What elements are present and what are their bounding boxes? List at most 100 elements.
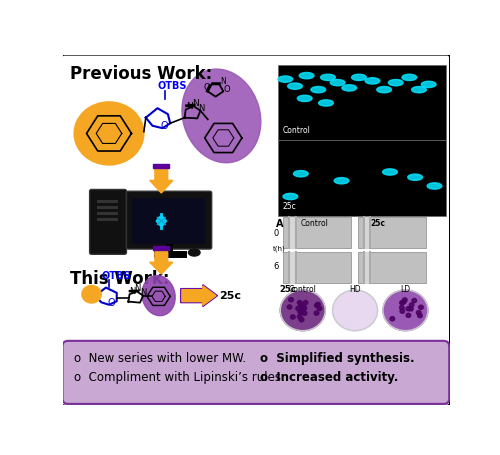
Circle shape — [418, 313, 422, 318]
Text: o  Compliment with Lipinski’s rules.: o Compliment with Lipinski’s rules. — [74, 371, 285, 384]
Ellipse shape — [142, 276, 175, 316]
Circle shape — [400, 305, 404, 310]
Text: This Work:: This Work: — [70, 270, 170, 288]
Circle shape — [416, 311, 421, 315]
FancyBboxPatch shape — [284, 252, 351, 283]
FancyArrow shape — [150, 169, 173, 193]
Circle shape — [296, 306, 300, 311]
Ellipse shape — [402, 74, 416, 81]
Circle shape — [303, 301, 308, 305]
Text: 25c: 25c — [218, 291, 240, 301]
Ellipse shape — [388, 80, 403, 86]
Polygon shape — [289, 252, 296, 283]
Circle shape — [332, 290, 378, 331]
Text: Control: Control — [301, 219, 328, 228]
Ellipse shape — [320, 74, 336, 81]
Circle shape — [302, 306, 306, 310]
Text: 0: 0 — [274, 229, 279, 238]
Text: N: N — [186, 102, 192, 111]
FancyBboxPatch shape — [90, 189, 126, 254]
Text: 25c: 25c — [282, 202, 296, 211]
Ellipse shape — [377, 86, 392, 93]
Bar — [153, 246, 170, 250]
Circle shape — [418, 305, 424, 309]
Ellipse shape — [182, 69, 261, 163]
Ellipse shape — [427, 183, 442, 189]
FancyBboxPatch shape — [284, 217, 351, 248]
Ellipse shape — [365, 78, 380, 84]
Circle shape — [302, 306, 306, 310]
Circle shape — [290, 315, 295, 319]
Ellipse shape — [288, 83, 302, 89]
FancyBboxPatch shape — [358, 217, 426, 248]
Text: OTBS: OTBS — [101, 271, 131, 281]
Text: 6: 6 — [274, 262, 279, 271]
Text: Control: Control — [282, 126, 310, 136]
Circle shape — [298, 314, 302, 319]
Circle shape — [300, 308, 304, 313]
Text: O: O — [107, 298, 114, 308]
Text: OTBS: OTBS — [158, 81, 187, 91]
Polygon shape — [364, 217, 370, 248]
Circle shape — [316, 302, 320, 307]
FancyBboxPatch shape — [96, 200, 118, 203]
Circle shape — [390, 317, 394, 321]
Ellipse shape — [188, 249, 200, 256]
Text: N: N — [140, 288, 146, 297]
Circle shape — [406, 313, 410, 318]
Ellipse shape — [311, 86, 326, 93]
Text: o  New series with lower MW.: o New series with lower MW. — [74, 352, 246, 365]
Text: N: N — [129, 287, 136, 296]
Circle shape — [400, 309, 404, 313]
Circle shape — [82, 285, 101, 303]
Circle shape — [410, 303, 414, 307]
FancyBboxPatch shape — [278, 141, 446, 216]
Circle shape — [298, 310, 303, 314]
Ellipse shape — [408, 174, 422, 180]
Circle shape — [402, 298, 407, 302]
Polygon shape — [289, 217, 296, 248]
Circle shape — [408, 307, 413, 311]
Circle shape — [383, 290, 428, 331]
Circle shape — [74, 102, 144, 165]
Ellipse shape — [412, 86, 426, 93]
Circle shape — [412, 298, 416, 303]
Text: 25c: 25c — [370, 219, 386, 228]
Ellipse shape — [330, 80, 345, 86]
Text: o  Simplified synthesis.: o Simplified synthesis. — [260, 352, 415, 365]
FancyBboxPatch shape — [96, 218, 118, 222]
Ellipse shape — [298, 95, 312, 101]
Text: N: N — [134, 284, 141, 293]
Text: Control: Control — [289, 285, 316, 294]
Ellipse shape — [283, 193, 298, 200]
Ellipse shape — [352, 74, 366, 81]
FancyArrow shape — [180, 285, 218, 307]
Circle shape — [317, 306, 322, 310]
Text: A: A — [276, 219, 283, 229]
FancyArrow shape — [150, 252, 173, 274]
Polygon shape — [156, 216, 166, 226]
Text: N: N — [192, 99, 198, 108]
Circle shape — [300, 307, 304, 311]
Text: 25c: 25c — [280, 285, 296, 294]
FancyBboxPatch shape — [96, 212, 118, 215]
Circle shape — [288, 305, 292, 309]
Ellipse shape — [422, 81, 436, 87]
Ellipse shape — [294, 171, 308, 177]
FancyBboxPatch shape — [278, 65, 446, 141]
Circle shape — [298, 300, 302, 305]
Circle shape — [314, 303, 319, 308]
Circle shape — [406, 307, 410, 311]
Ellipse shape — [382, 169, 398, 175]
Text: t(h): t(h) — [273, 246, 285, 252]
Text: o  Increased activity.: o Increased activity. — [260, 371, 398, 384]
Text: O: O — [160, 121, 168, 131]
FancyBboxPatch shape — [358, 252, 426, 283]
Text: N: N — [198, 104, 204, 113]
Circle shape — [302, 311, 307, 315]
Circle shape — [314, 311, 319, 315]
Circle shape — [402, 300, 406, 304]
Text: HD: HD — [350, 285, 361, 294]
Text: Previous Work:: Previous Work: — [70, 65, 212, 83]
FancyArrow shape — [182, 286, 216, 305]
